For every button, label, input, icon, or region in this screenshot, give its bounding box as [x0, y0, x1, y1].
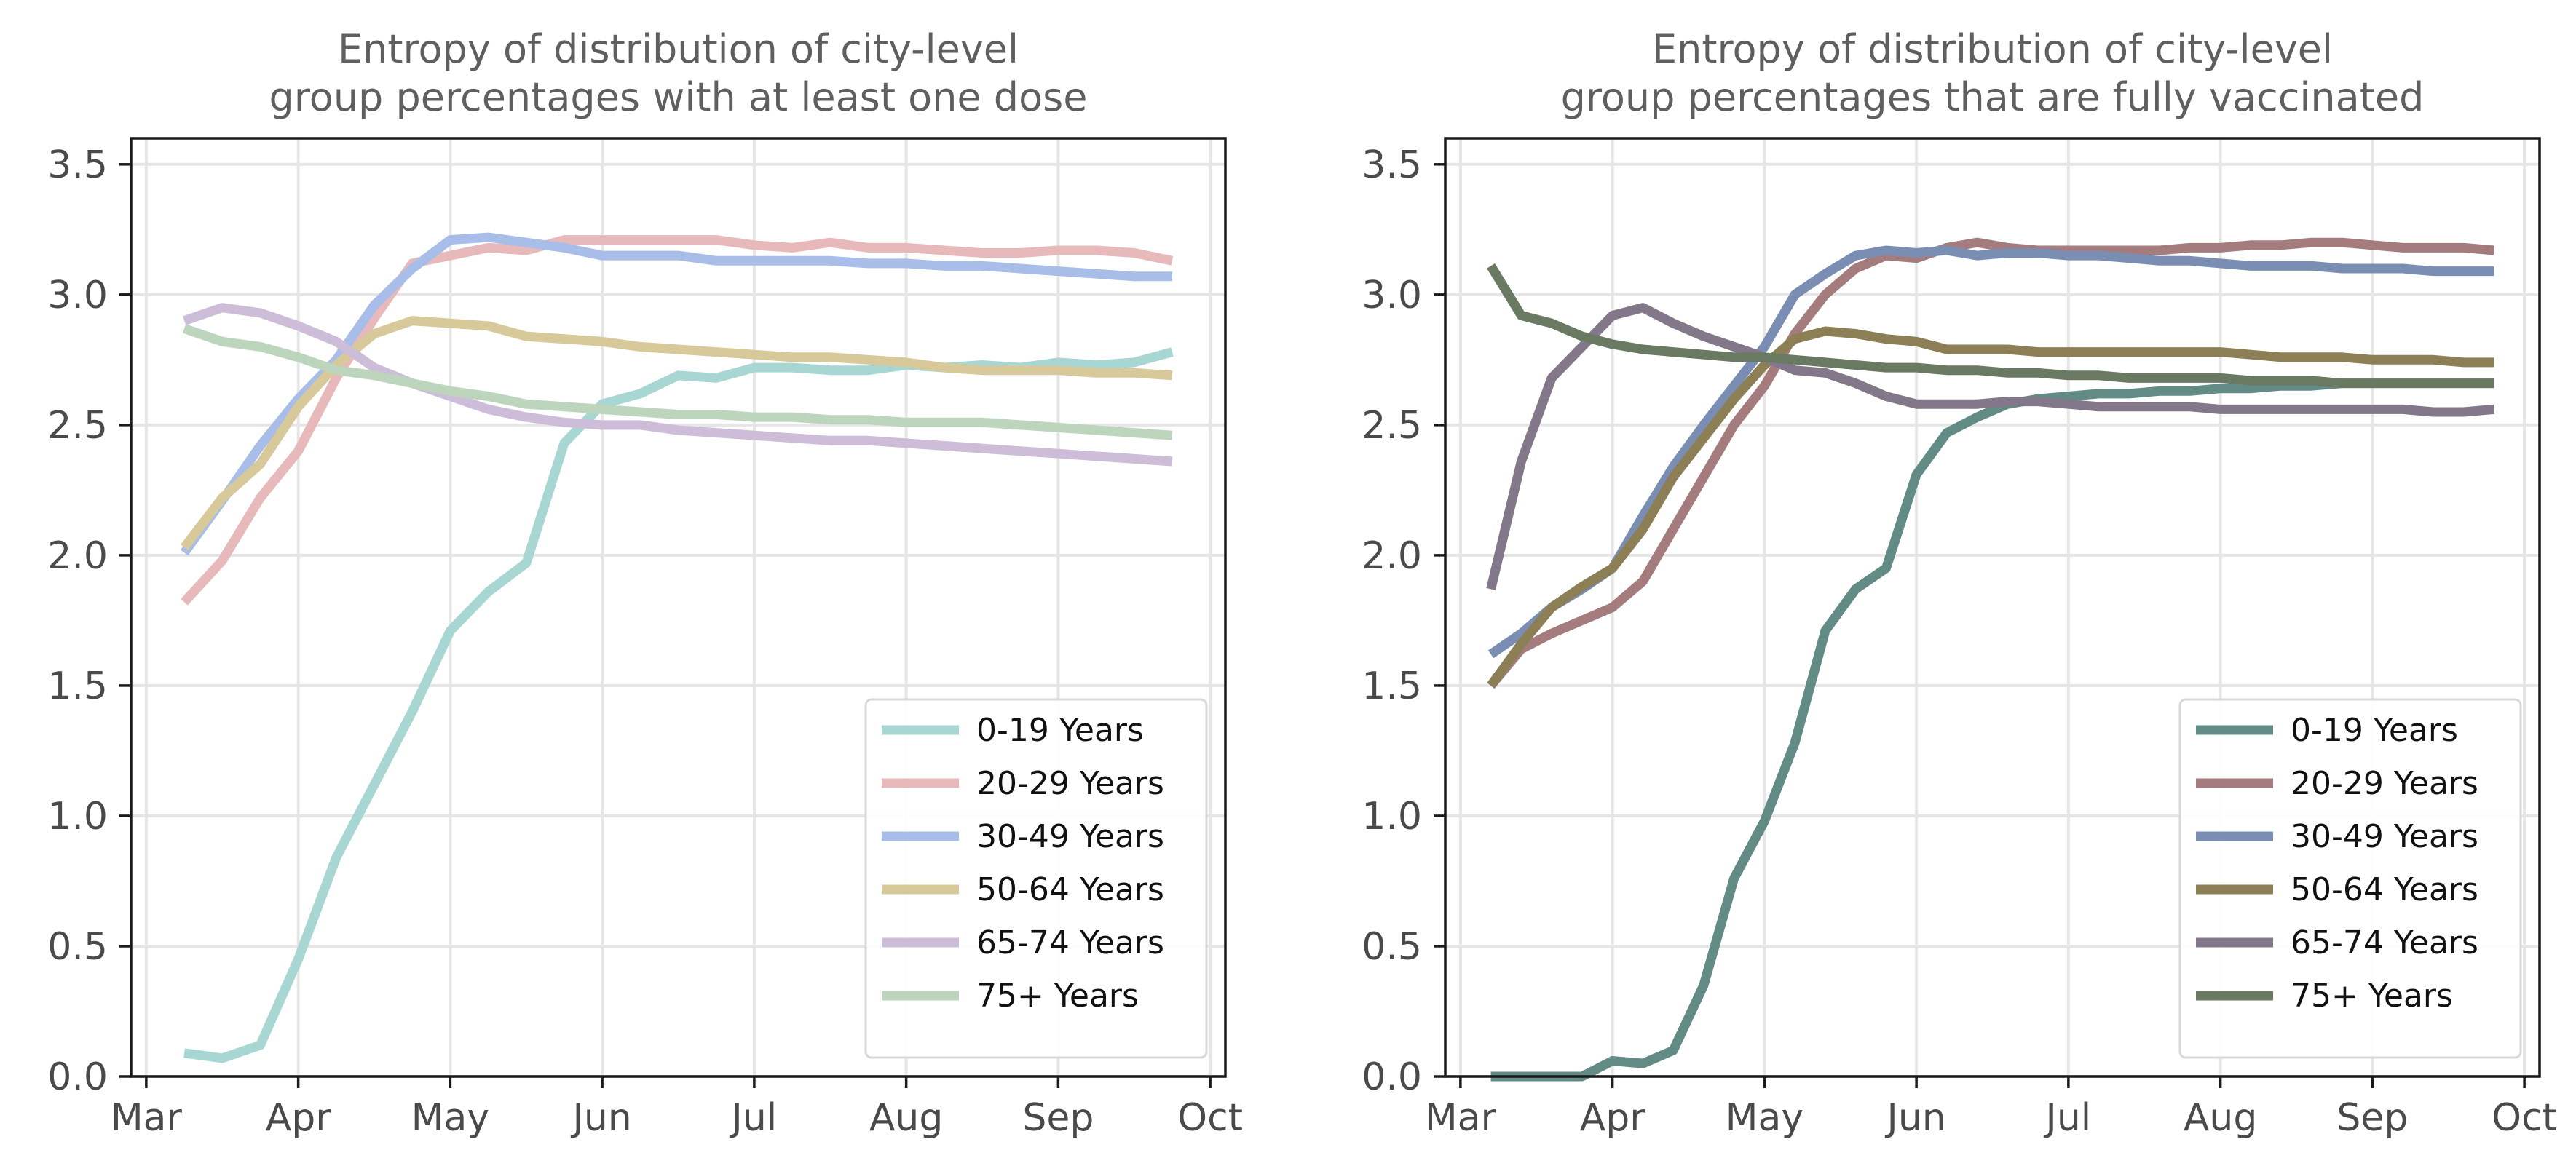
y-tick-label: 2.0 — [1362, 534, 1422, 578]
legend-label: 75+ Years — [2291, 977, 2453, 1015]
legend: 0-19 Years 20-29 Years 30-49 Years 50-64 Ye… — [864, 698, 1208, 1059]
y-tick-label: 3.0 — [1362, 274, 1422, 317]
series-line-2 — [1487, 237, 2494, 689]
legend-label: 0-19 Years — [2291, 712, 2458, 749]
chart-title-line-2: group percentages that are fully vaccina… — [1561, 74, 2425, 120]
series-line-4 — [1487, 326, 2494, 689]
x-tick-label: Aug — [869, 1096, 944, 1140]
legend-label: 50-64 Years — [976, 871, 1164, 908]
x-tick-label: Aug — [2184, 1096, 2258, 1140]
chart-title-line-2: group percentages with at least one dose — [269, 74, 1088, 120]
legend-label: 50-64 Years — [2291, 871, 2478, 908]
plot-frame — [130, 137, 1227, 1078]
x-tick-label: Jul — [2044, 1096, 2092, 1140]
legend: 0-19 Years 20-29 Years 30-49 Years 50-64 Ye… — [2178, 698, 2522, 1059]
x-tick-label: Oct — [1177, 1096, 1243, 1140]
legend-label: 20-29 Years — [2291, 765, 2478, 802]
y-tick-label: 0.5 — [47, 925, 108, 969]
x-tick-label: Sep — [2336, 1096, 2408, 1140]
y-tick-label: 1.0 — [1362, 795, 1422, 838]
x-tick-label: Jun — [1885, 1096, 1946, 1140]
y-tick-label: 0.5 — [1362, 925, 1422, 969]
chart-title-line-1: Entropy of distribution of city-level — [338, 26, 1019, 72]
legend-box — [864, 698, 1208, 1059]
legend-label: 65-74 Years — [976, 924, 1164, 961]
series-line-6 — [182, 324, 1173, 440]
legend-label: 75+ Years — [976, 977, 1139, 1015]
legend-label: 65-74 Years — [2291, 924, 2478, 961]
legend-label: 30-49 Years — [2291, 818, 2478, 855]
x-tick-label: Jun — [571, 1096, 632, 1140]
y-tick-label: 0.0 — [47, 1055, 108, 1099]
y-tick-label: 2.0 — [47, 534, 108, 578]
y-tick-label: 1.5 — [47, 665, 108, 708]
series-line-3 — [180, 232, 1172, 556]
series-line-5 — [182, 303, 1173, 467]
y-tick-label: 3.0 — [47, 274, 108, 317]
y-tick-label: 1.0 — [47, 795, 108, 838]
x-tick-label: Apr — [1580, 1096, 1646, 1140]
x-tick-label: May — [1726, 1096, 1804, 1140]
plot-frame — [1444, 137, 2541, 1078]
chart-title-line-1: Entropy of distribution of city-level — [1652, 26, 2333, 72]
x-tick-label: Mar — [1425, 1096, 1497, 1140]
x-tick-label: Jul — [730, 1096, 778, 1140]
x-tick-label: May — [411, 1096, 490, 1140]
y-tick-label: 0.0 — [1362, 1055, 1422, 1099]
x-tick-label: Mar — [111, 1096, 183, 1140]
legend-box — [2178, 698, 2522, 1059]
x-tick-label: Sep — [1022, 1096, 1094, 1140]
x-tick-label: Oct — [2492, 1096, 2557, 1140]
y-tick-label: 2.5 — [47, 404, 108, 448]
series-line-3 — [1487, 245, 2494, 659]
y-tick-label: 2.5 — [1362, 404, 1422, 448]
y-tick-label: 3.5 — [47, 143, 108, 187]
x-tick-label: Apr — [266, 1096, 332, 1140]
chart-panel-1: Mar Apr May Jun Jul Aug Sep Oct 0.0 0.5 1.0 1.5 2.0 2… — [47, 26, 1243, 1140]
legend-label: 30-49 Years — [976, 818, 1164, 855]
legend-label: 20-29 Years — [976, 765, 1164, 802]
chart-panel-2: Mar Apr May Jun Jul Aug Sep Oct 0.0 0.5 1.0 1.5 2.0 2… — [1362, 26, 2557, 1140]
y-tick-label: 3.5 — [1362, 143, 1422, 187]
legend-label: 0-19 Years — [976, 712, 1144, 749]
series-line-5 — [1486, 303, 2494, 590]
series-line-6 — [1487, 263, 2494, 389]
y-tick-label: 1.5 — [1362, 665, 1422, 708]
